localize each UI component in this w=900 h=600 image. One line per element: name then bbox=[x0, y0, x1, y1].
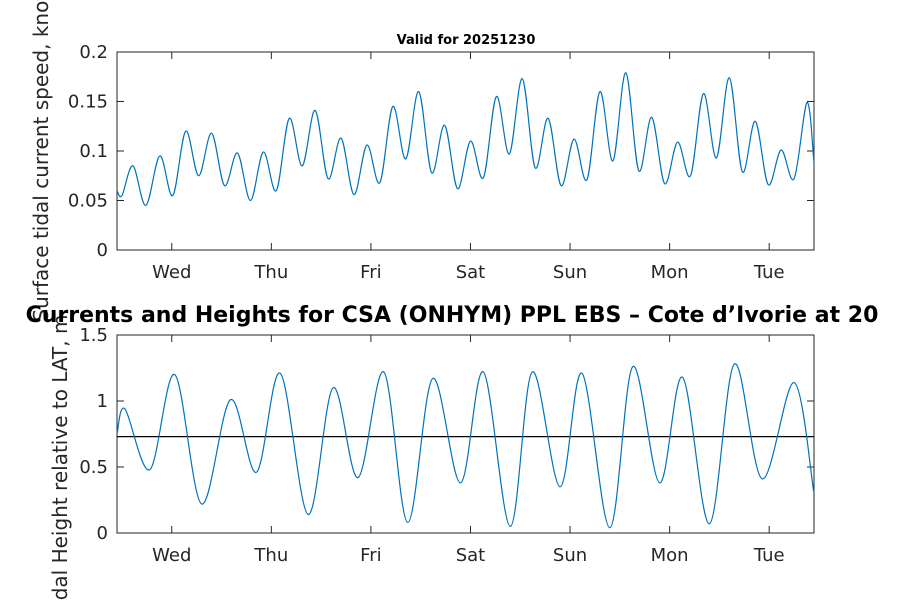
y-tick-label: 0.5 bbox=[79, 457, 108, 478]
current-y-axis-label: Surface tidal current speed, knots bbox=[29, 0, 53, 322]
x-tick-label: Wed bbox=[152, 545, 191, 566]
x-tick-label: Thu bbox=[253, 545, 288, 566]
current-speed-panel: Valid for 20251230 0 0.05 0.1 0.15 0.2 Wed Th… bbox=[29, 0, 815, 322]
y-tick-label: 0.1 bbox=[79, 141, 108, 162]
x-tick-label: Sun bbox=[553, 262, 587, 283]
current-plot-box bbox=[116, 51, 815, 251]
x-tick-label: Tue bbox=[753, 262, 785, 283]
x-tick-label: Tue bbox=[753, 545, 785, 566]
y-tick-label: 0 bbox=[97, 240, 108, 261]
y-tick-label: 0.15 bbox=[68, 92, 108, 113]
x-tick-label: Sat bbox=[456, 262, 486, 283]
x-tick-label: Mon bbox=[651, 545, 689, 566]
x-tick-label: Wed bbox=[152, 262, 191, 283]
x-tick-label: Sun bbox=[553, 545, 587, 566]
x-tick-label: Mon bbox=[651, 262, 689, 283]
current-chart-title: Valid for 20251230 bbox=[397, 33, 536, 48]
y-tick-label: 1 bbox=[97, 391, 108, 412]
tidal-height-series bbox=[116, 363, 815, 529]
tidal-height-panel: Tidal Height relative to LAT, m Currents… bbox=[26, 303, 879, 600]
height-x-axis: Wed Thu Fri Sat Sun Mon Tue bbox=[152, 335, 785, 566]
height-plot-box bbox=[116, 334, 815, 534]
x-tick-label: Thu bbox=[253, 262, 288, 283]
current-x-axis: Wed Thu Fri Sat Sun Mon Tue bbox=[152, 52, 785, 283]
height-y-axis: 0 0.5 1 1.5 bbox=[79, 325, 814, 544]
x-tick-label: Sat bbox=[456, 545, 486, 566]
y-tick-label: 1.5 bbox=[79, 325, 108, 346]
height-chart-title: Currents and Heights for CSA (ONHYM) PPL… bbox=[26, 303, 879, 328]
x-tick-label: Fri bbox=[360, 262, 381, 283]
x-tick-label: Fri bbox=[360, 545, 381, 566]
current-y-axis: 0 0.05 0.1 0.15 0.2 bbox=[68, 42, 814, 261]
height-y-axis-label: Tidal Height relative to LAT, m bbox=[48, 315, 72, 600]
y-tick-label: 0 bbox=[97, 523, 108, 544]
y-tick-label: 0.2 bbox=[79, 42, 108, 63]
y-tick-label: 0.05 bbox=[68, 191, 108, 212]
current-speed-series bbox=[116, 72, 815, 207]
